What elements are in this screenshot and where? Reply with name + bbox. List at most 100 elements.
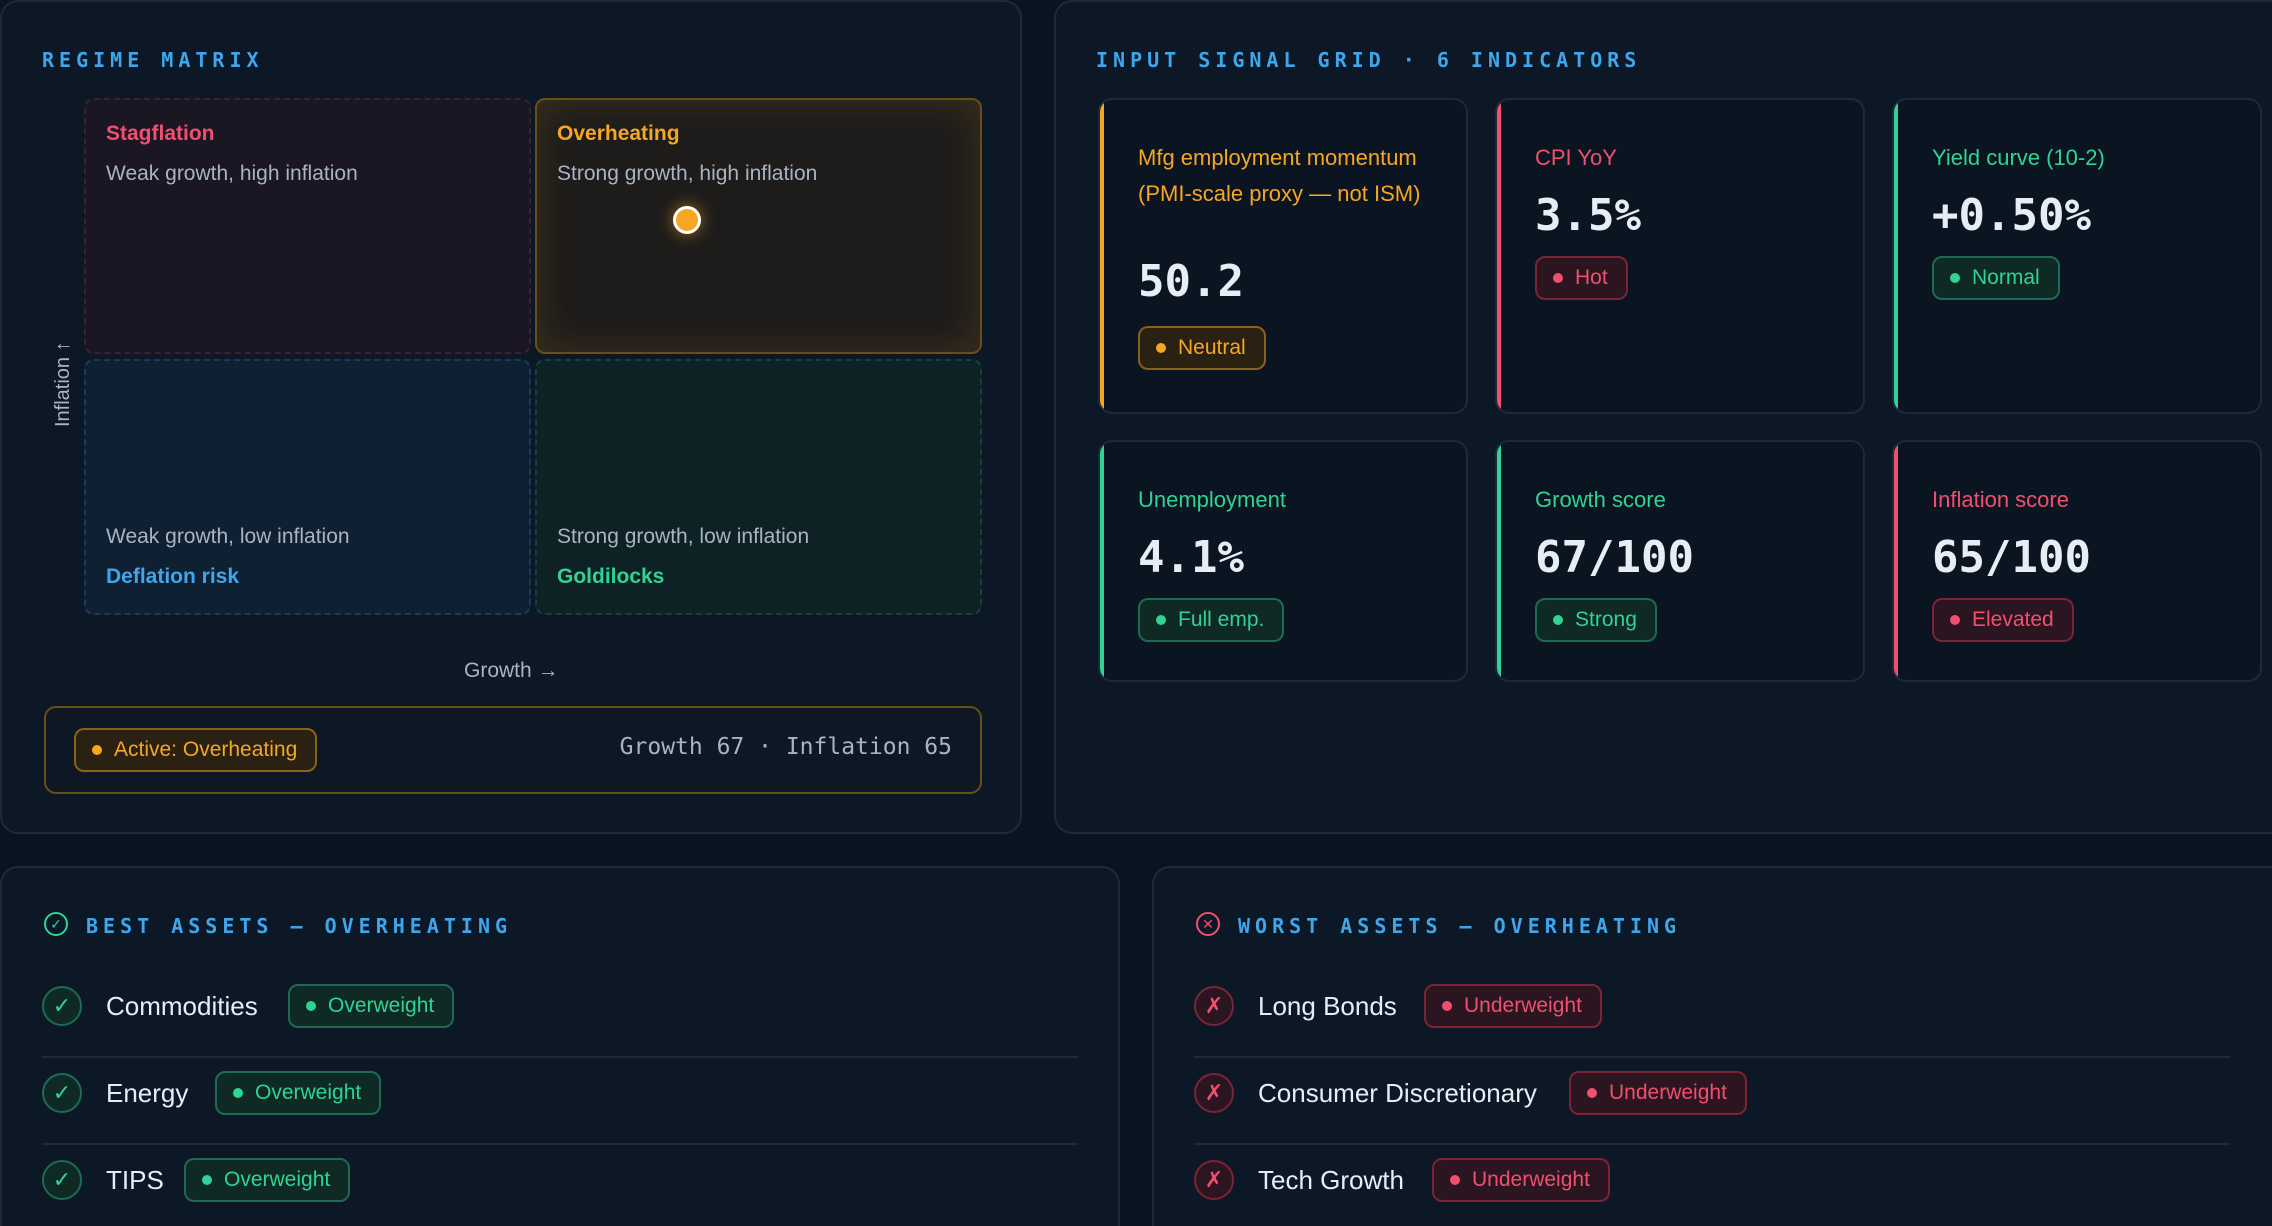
signal-label: CPI YoY [1535,145,1617,170]
active-regime-badge: Active: Overheating [74,728,318,772]
asset-status-badge: Overweight [215,1071,382,1115]
regime-matrix-panel: REGIME MATRIX Stagflation Weak growth, h… [0,0,1022,834]
row-divider [42,1143,1078,1145]
signal-label: Unemployment [1138,487,1286,512]
asset-status-label: Overweight [255,1081,362,1104]
status-dot-icon [1587,1088,1597,1098]
signal-status-label: Normal [1972,266,2040,289]
asset-status-label: Overweight [328,994,435,1017]
growth-axis-label: Growth → [464,659,559,682]
asset-row[interactable]: ✗ Consumer Discretionary Underweight [1194,1071,2194,1133]
quadrant-name: Stagflation [106,122,215,145]
asset-row[interactable]: ✓ Energy Overweight [42,1071,1042,1133]
asset-status-label: Underweight [1464,994,1582,1017]
signal-label: Mfg employment momentum (PMI-scale proxy… [1138,145,1421,206]
signal-status-badge: Neutral [1138,326,1266,370]
asset-name: Commodities [106,991,258,1021]
regime-matrix-title: REGIME MATRIX [42,48,264,72]
quadrant-overheating[interactable]: Overheating Strong growth, high inflatio… [535,98,982,354]
status-dot-icon [1950,273,1960,283]
quadrant-desc: Strong growth, low inflation [557,525,810,548]
asset-row[interactable]: ✗ Tech Growth Underweight [1194,1158,2194,1220]
signal-label: Yield curve (10-2) [1932,145,2105,170]
status-dot-icon [1553,615,1563,625]
quadrant-desc: Weak growth, high inflation [106,162,358,185]
card-accent-stripe [1894,100,1898,412]
signal-status-badge: Hot [1535,256,1628,300]
status-dot-icon [1950,615,1960,625]
signal-grid-title: INPUT SIGNAL GRID · 6 INDICATORS [1096,48,1642,72]
row-divider [42,1056,1078,1058]
signal-value: 4.1% [1138,532,1244,583]
card-accent-stripe [1100,442,1104,680]
active-regime-readout: Growth 67 · Inflation 65 [619,734,952,760]
signal-card[interactable]: Inflation score 65/100 Elevated [1892,440,2262,682]
quadrant-name: Goldilocks [557,565,665,588]
quadrant-goldilocks[interactable]: Strong growth, low inflation Goldilocks [535,359,982,615]
asset-name: Energy [106,1078,189,1108]
signal-status-label: Full emp. [1178,608,1265,631]
signal-status-badge: Elevated [1932,598,2074,642]
signal-status-label: Neutral [1178,336,1246,359]
regime-position-marker [673,205,701,234]
status-dot-icon [233,1088,243,1098]
asset-status-label: Underweight [1609,1081,1727,1104]
input-signal-grid-panel: INPUT SIGNAL GRID · 6 INDICATORS Mfg emp… [1054,0,2272,834]
worst-assets-title: WORST ASSETS — OVERHEATING [1238,914,1682,938]
status-dot-icon [202,1175,212,1185]
signal-card[interactable]: Mfg employment momentum (PMI-scale proxy… [1098,98,1468,414]
signal-value: 50.2 [1138,256,1244,307]
asset-status-badge: Underweight [1569,1071,1747,1115]
asset-name: TIPS [106,1165,164,1195]
signal-card[interactable]: CPI YoY 3.5% Hot [1495,98,1865,414]
asset-status-label: Overweight [224,1168,331,1191]
quadrant-desc: Strong growth, high inflation [557,162,818,185]
row-divider [1194,1056,2230,1058]
best-assets-title: BEST ASSETS — OVERHEATING [86,914,513,938]
x-circle-icon: ✕ [1196,912,1220,936]
quadrant-name: Deflation risk [106,565,240,588]
check-icon: ✓ [42,1160,82,1200]
signal-value: 65/100 [1932,532,2091,583]
quadrant-desc: Weak growth, low inflation [106,525,350,548]
x-icon: ✗ [1194,1160,1234,1200]
status-dot-icon [1156,343,1166,353]
status-dot-icon [1450,1175,1460,1185]
asset-name: Long Bonds [1258,991,1397,1021]
signal-value: +0.50% [1932,190,2091,241]
asset-row[interactable]: ✓ Commodities Overweight [42,984,1042,1046]
signal-card[interactable]: Growth score 67/100 Strong [1495,440,1865,682]
signal-status-label: Strong [1575,608,1637,631]
status-dot-icon [306,1001,316,1011]
quadrant-name: Overheating [557,122,680,145]
check-icon: ✓ [42,1073,82,1113]
quadrant-deflation-risk[interactable]: Weak growth, low inflation Deflation ris… [84,359,531,615]
signal-status-label: Hot [1575,266,1608,289]
asset-status-badge: Underweight [1432,1158,1610,1202]
x-icon: ✗ [1194,986,1234,1026]
asset-row[interactable]: ✓ TIPS Overweight [42,1158,1042,1220]
asset-row[interactable]: ✗ Long Bonds Underweight [1194,984,2194,1046]
quadrant-stagflation[interactable]: Stagflation Weak growth, high inflation [84,98,531,354]
active-regime-label: Active: Overheating [114,738,298,761]
status-dot-icon [1156,615,1166,625]
status-dot-icon [92,745,102,755]
signal-card[interactable]: Unemployment 4.1% Full emp. [1098,440,1468,682]
inflation-axis-label: Inflation ↑ [52,341,74,427]
asset-status-badge: Underweight [1424,984,1602,1028]
asset-status-label: Underweight [1472,1168,1590,1191]
x-icon: ✗ [1194,1073,1234,1113]
card-accent-stripe [1497,442,1501,680]
signal-status-badge: Full emp. [1138,598,1285,642]
asset-name: Tech Growth [1258,1165,1404,1195]
signal-card[interactable]: Yield curve (10-2) +0.50% Normal [1892,98,2262,414]
asset-name: Consumer Discretionary [1258,1078,1537,1108]
asset-status-badge: Overweight [184,1158,351,1202]
card-accent-stripe [1100,100,1104,412]
check-circle-icon: ✓ [44,912,68,936]
signal-label: Inflation score [1932,487,2069,512]
best-assets-panel: ✓ BEST ASSETS — OVERHEATING ✓ Commodities… [0,866,1120,1226]
status-dot-icon [1442,1001,1452,1011]
row-divider [1194,1143,2230,1145]
active-regime-bar: Active: Overheating Growth 67 · Inflatio… [44,706,982,794]
